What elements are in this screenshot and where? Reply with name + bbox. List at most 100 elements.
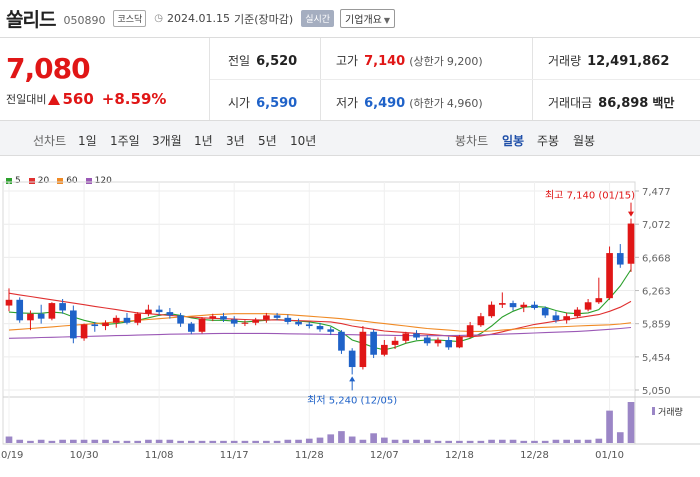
tab-1w[interactable]: 1주일 [110, 134, 140, 148]
divider [210, 79, 700, 80]
prev-close: 전일 6,520 [228, 52, 297, 69]
volume-bar [284, 439, 292, 443]
volume-bar [456, 440, 463, 443]
legend-ma5: 5 [6, 176, 21, 186]
title-bar: 쏠리드 050890 코스닥 ◷ 2024.01.15 기준(장마감) 실시간 … [0, 0, 700, 38]
x-tick-label: 10/30 [70, 450, 99, 461]
x-tick-label: 12/28 [520, 450, 549, 461]
legend-ma60: 60 [57, 176, 78, 186]
quote-date-suffix: 기준(장마감) [234, 12, 294, 26]
moving-average-ma60 [8, 313, 632, 332]
price-change: 전일대비 560 +8.59% [6, 90, 166, 108]
x-tick-label: 11/28 [295, 450, 324, 461]
volume-bar [552, 439, 560, 443]
x-tick-label: 11/17 [220, 450, 249, 461]
candlestick-chart[interactable]: 7,477 7,072 6,668 6,263 5,859 5,454 5,050 10/19… [0, 170, 700, 477]
volume-bar [209, 440, 217, 443]
moving-average-ma120 [8, 326, 632, 339]
candle-body [187, 323, 195, 332]
tab-1y[interactable]: 1년 [194, 134, 213, 148]
volume-bar [595, 438, 603, 443]
legend-swatch [85, 178, 92, 184]
candle-body [359, 331, 367, 368]
candle-body [134, 313, 142, 323]
tab-3y[interactable]: 3년 [226, 134, 245, 148]
y-tick-label: 7,477 [642, 187, 671, 198]
candle-body [595, 298, 603, 303]
candle-body [370, 331, 377, 355]
volume-bar [230, 440, 238, 443]
candle-body [381, 344, 388, 355]
tab-daily[interactable]: 일봉 [502, 134, 525, 148]
stock-code: 050890 [63, 13, 106, 27]
high-price: 고가 7,140 (상한가 9,200) [336, 52, 483, 69]
volume-bar [391, 439, 399, 443]
volume-bar [627, 402, 635, 443]
candle-body [627, 223, 635, 264]
company-overview-dropdown[interactable]: 기업개요 ▼ [340, 9, 396, 28]
legend-swatch [28, 178, 35, 184]
y-tick-label: 5,050 [642, 386, 671, 397]
volume-bar [241, 440, 249, 443]
tab-10y[interactable]: 10년 [290, 134, 317, 148]
candle-body [27, 313, 34, 321]
candle-body [209, 316, 217, 319]
volume-bar [370, 433, 377, 443]
prev-close-value: 6,520 [256, 54, 298, 69]
candle-body [230, 319, 238, 324]
candle-body [402, 333, 410, 341]
legend-ma5-label: 5 [15, 176, 21, 186]
candle-body [295, 321, 302, 325]
x-tick-label: 12/07 [370, 450, 399, 461]
volume-bar [520, 440, 528, 443]
volume-bar [220, 440, 227, 443]
volume-legend-label: 거래량 [658, 406, 683, 418]
low-value: 6,490 [364, 96, 406, 111]
tab-5y[interactable]: 5년 [258, 134, 277, 148]
market-badge: 코스닥 [113, 10, 147, 27]
legend-ma20: 20 [28, 176, 49, 186]
candle-body [520, 304, 528, 308]
candle-body [338, 331, 345, 351]
tab-3m[interactable]: 3개월 [152, 134, 182, 148]
candle-body [316, 326, 324, 330]
candle-body [80, 324, 88, 339]
candle-body [112, 317, 120, 323]
low-annotation: 최저 5,240 (12/05) [307, 394, 397, 406]
volume-value: 12,491,862 [587, 54, 670, 69]
candle-body [145, 309, 152, 314]
tab-monthly[interactable]: 월봉 [573, 134, 596, 148]
candle-body [434, 339, 442, 344]
stock-name: 쏠리드 [6, 9, 56, 31]
volume-bar [509, 439, 517, 443]
candle-body [263, 315, 270, 320]
candle-body [123, 317, 131, 323]
volume-bar [359, 439, 367, 443]
volume-bar [466, 440, 474, 443]
volume-bar [488, 439, 495, 443]
legend-ma120: 120 [85, 176, 112, 186]
volume-bar [434, 440, 442, 443]
candle-body [70, 310, 77, 339]
chart-period-tabs: 선차트 1일 1주일 3개월 1년 3년 5년 10년 봉차트 일봉 주봉 월봉 [0, 120, 700, 156]
clock-icon: ◷ [154, 13, 164, 24]
candle-body [284, 317, 292, 322]
tab-weekly[interactable]: 주봉 [537, 134, 560, 148]
candle-body [305, 324, 313, 327]
realtime-button[interactable]: 실시간 [301, 10, 335, 27]
low-arrow-head [349, 376, 356, 382]
candle-body [166, 312, 174, 316]
candle-body [606, 253, 613, 299]
volume-bar [80, 439, 88, 443]
tab-1d[interactable]: 1일 [78, 134, 97, 148]
moving-average-ma20 [8, 292, 632, 338]
open-value: 6,590 [256, 96, 298, 111]
candle-body [5, 299, 13, 306]
volume-bar [37, 439, 45, 443]
candle-body [445, 339, 453, 348]
volume-bar [252, 440, 259, 443]
volume-bar [606, 410, 613, 443]
company-overview-label: 기업개요 [345, 15, 382, 26]
candle-body [327, 329, 335, 332]
high-annotation: 최고 7,140 (01/15) [545, 190, 635, 202]
